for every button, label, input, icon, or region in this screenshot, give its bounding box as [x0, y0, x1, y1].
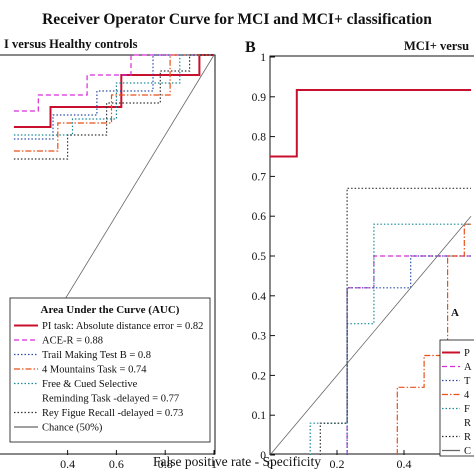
panel-b-x-tick-label: 0.2 — [330, 457, 345, 471]
panel-a-legend-label: Trail Making Test B = 0.8 — [42, 350, 151, 361]
panel-a-series — [13, 54, 215, 384]
panel-b-legend-label: F — [464, 404, 470, 415]
panel-b-y-tick-label: 0.1 — [252, 410, 267, 422]
panel-b-y-ticks: 0 0.1 0.2 0.3 0.4 0.5 0.6 0.7 0.8 0.9 1 — [252, 52, 275, 462]
panel-a-series-free-cued-selective-reminding-task-delayed — [13, 54, 214, 136]
panel-b-y-tick-label: 0.7 — [252, 171, 267, 183]
panel-a-x-tick-label: 0.8 — [158, 457, 173, 471]
panel-a-legend-label: Free & Cued Selective — [42, 379, 138, 390]
panel-b-y-tick-label: 1 — [260, 52, 266, 64]
panel-b-y-tick-label: 0 — [260, 450, 266, 462]
panel-a-x-tick-label: 0.6 — [109, 457, 124, 471]
panel-b-series-chance-50 — [269, 215, 472, 456]
panel-a-x-tick-label: 1 — [211, 457, 217, 471]
panel-b-x-tick-label: 0 — [267, 457, 273, 471]
panel-a-subtitle: I versus Healthy controls — [4, 37, 138, 51]
panel-a-series-4-mountains-task — [13, 54, 214, 152]
panel-b-series-rey-figue-recall-delayed — [319, 187, 471, 455]
panel-a-legend-title: Area Under the Curve (AUC) — [41, 304, 180, 316]
panel-b-y-tick-label: 0.8 — [252, 132, 267, 144]
panel-b-y-tick-label: 0.2 — [252, 370, 267, 382]
panel-a-legend-entries: PI task: Absolute distance error = 0.82 A… — [14, 321, 203, 434]
panel-a-legend-label: Chance (50%) — [42, 423, 103, 434]
panel-a-legend-label: 4 Mountains Task = 0.74 — [42, 365, 147, 376]
panel-a-legend-label: ACE-R = 0.88 — [42, 336, 103, 347]
panel-b-legend-label: T — [464, 376, 471, 387]
panel-a-legend: Area Under the Curve (AUC) PI task: Abso… — [9, 297, 211, 443]
x-axis-label: False positive rate - Specificity — [153, 454, 321, 469]
panel-b: B MCI+ versu 0 0.1 0.2 0.3 0.4 0.5 0.6 0.7 0.8 0.… — [245, 39, 474, 471]
panel-b-x-ticks: 0 0.2 0.4 — [267, 450, 412, 471]
panel-b-legend-label: R — [464, 418, 471, 429]
panel-b-legend-label: P — [464, 348, 470, 359]
panel-b-x-tick-label: 0.4 — [397, 457, 412, 471]
panel-a-series-rey-figue-recall-delayed — [13, 54, 214, 160]
panel-b-legend-label: A — [464, 362, 472, 373]
figure-title: Receiver Operator Curve for MCI and MCI+… — [42, 11, 432, 28]
panel-b-subtitle: MCI+ versu — [404, 39, 469, 53]
panel-a-legend-box — [9, 297, 211, 443]
panel-a-x-ticks: 0.4 0.6 0.8 1 — [60, 450, 217, 471]
panel-b-legend-title: A — [451, 307, 459, 319]
panel-a-frame — [0, 54, 216, 455]
panel-b-y-tick-label: 0.3 — [252, 331, 267, 343]
panel-b-y-tick-label: 0.6 — [252, 211, 267, 223]
panel-b-legend-label: 4 — [464, 390, 470, 401]
panel-a-series-ace-r — [13, 54, 214, 112]
panel-b-legend-label: R — [464, 432, 471, 443]
panel-a-x-tick-label: 0.4 — [60, 457, 75, 471]
panel-b-label: B — [245, 39, 256, 56]
panel-b-y-tick-label: 0.5 — [252, 251, 267, 263]
panel-a-legend-label: Reminding Task -delayed = 0.77 — [42, 394, 179, 405]
panel-b-series-pi-task — [270, 89, 471, 158]
panel-b-legend-label: C — [464, 446, 471, 457]
panel-b-y-tick-label: 0.4 — [252, 291, 267, 303]
panel-a: I versus Healthy controls 0.4 0.6 0.8 1 Are… — [0, 37, 217, 471]
panel-a-legend-label: Rey Figue Recall -delayed = 0.73 — [42, 408, 183, 419]
panel-b-frame — [269, 55, 474, 455]
panel-a-legend-label: PI task: Absolute distance error = 0.82 — [42, 321, 203, 332]
panel-b-y-tick-label: 0.9 — [252, 92, 267, 104]
